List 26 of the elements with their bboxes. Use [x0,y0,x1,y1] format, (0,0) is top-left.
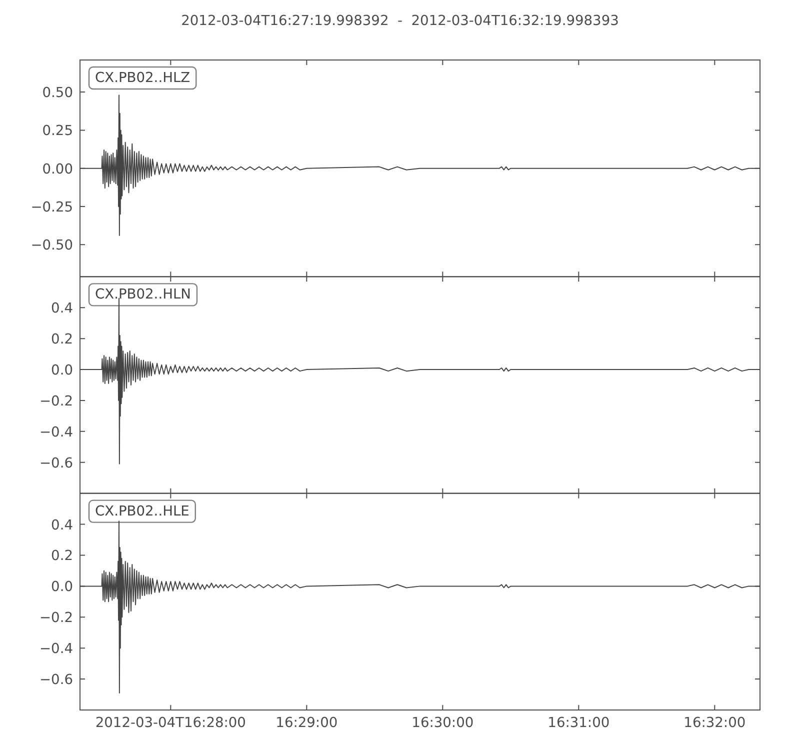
y-tick-label: 0.25 [42,123,73,140]
y-tick-label: −0.2 [39,610,73,626]
y-tick-label: 0.50 [42,85,73,102]
y-tick-label: 0.4 [51,517,73,534]
x-tick-label: 16:29:00 [276,715,338,731]
x-tick-label: 16:30:00 [412,715,474,731]
y-tick-label: 0.0 [51,579,73,596]
chart-title: 2012-03-04T16:27:19.998392 - 2012-03-04T16:32:19.998393 [181,13,619,29]
x-tick-label: 16:31:00 [548,715,610,731]
y-tick-label: −0.25 [30,199,73,216]
y-tick-label: 0.2 [51,548,73,564]
x-tick-label: 2012-03-04T16:28:00 [95,715,246,731]
y-tick-label: −0.6 [39,672,73,688]
y-tick-label: −0.6 [39,455,73,472]
y-tick-label: 0.0 [51,362,73,379]
y-tick-label: −0.50 [30,238,73,254]
y-tick-label: −0.4 [39,424,73,440]
legend-label: CX.PB02..HLE [95,503,190,520]
y-tick-label: −0.2 [39,393,73,410]
y-tick-label: 0.4 [51,300,73,317]
y-tick-label: −0.4 [39,641,73,658]
legend-label: CX.PB02..HLN [95,286,191,303]
x-tick-label: 16:32:00 [684,715,746,731]
y-tick-label: 0.2 [51,332,73,348]
y-tick-label: 0.00 [42,161,73,178]
legend-label: CX.PB02..HLZ [95,70,190,86]
